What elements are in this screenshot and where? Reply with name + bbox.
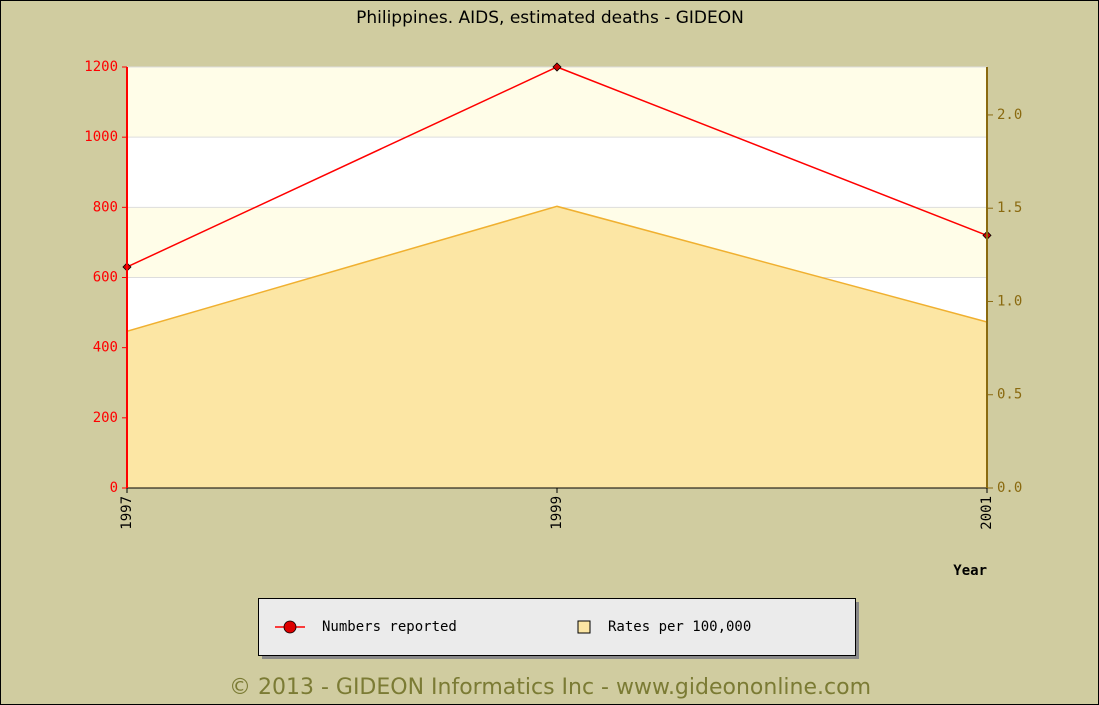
area-edge	[126, 205, 988, 333]
legend-label: Numbers reported	[322, 619, 457, 635]
legend	[258, 598, 856, 656]
legend-swatch	[577, 620, 591, 634]
legend-marker	[283, 620, 297, 634]
y-tick-label: 400	[93, 340, 118, 356]
point	[552, 62, 562, 72]
y-tick-label: 200	[93, 410, 118, 426]
y-tick-label: 800	[93, 199, 118, 215]
y-tick-label: 1000	[84, 129, 118, 145]
y-tick-label: 0	[110, 480, 118, 496]
plot-band	[127, 67, 987, 138]
x-tick-label: 1997	[119, 496, 135, 530]
y2-tick-label: 0.0	[997, 480, 1022, 496]
legend-label: Rates per 100,000	[608, 619, 751, 635]
y2-tick-label: 1.5	[997, 200, 1022, 216]
plot-area	[122, 62, 992, 489]
x-tick-label: 1999	[549, 496, 565, 530]
y2-tick-label: 0.5	[997, 387, 1022, 403]
area	[127, 206, 987, 488]
y2-tick-label: 2.0	[997, 107, 1022, 123]
x-tick-label: 2001	[979, 496, 995, 530]
credit: © 2013 - GIDEON Informatics Inc - www.gi…	[229, 675, 871, 700]
y-tick-label: 600	[93, 270, 118, 286]
y2-tick-label: 1.0	[997, 293, 1022, 309]
chart-title: Philippines. AIDS, estimated deaths - GI…	[356, 8, 744, 28]
y-tick-label: 1200	[84, 59, 118, 75]
x-axis-label: Year	[953, 563, 987, 579]
